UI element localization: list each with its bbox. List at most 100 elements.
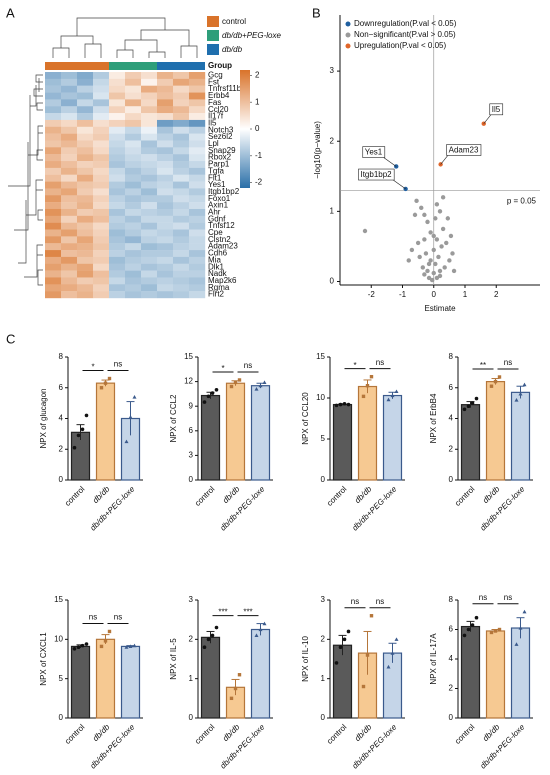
group-bar [45, 62, 109, 70]
significance-label: ns [114, 613, 122, 622]
heat-cell [141, 243, 158, 251]
point [444, 240, 449, 246]
point [422, 212, 427, 218]
heat-cell [189, 250, 206, 258]
x-tick-label: db/db [91, 722, 112, 743]
point [417, 254, 422, 260]
point [72, 445, 77, 450]
heat-cell [157, 215, 174, 223]
heat-cell [61, 140, 78, 148]
heat-cell [61, 106, 78, 114]
heat-cell [157, 78, 174, 86]
y-tick-label: 15 [316, 352, 325, 361]
row-label: Tgfa [208, 166, 225, 175]
point [518, 626, 523, 630]
heat-cell [125, 72, 142, 80]
point [107, 629, 112, 634]
x-tick-label: db/db [221, 722, 242, 743]
heat-cell [157, 222, 174, 230]
point [447, 258, 452, 263]
heat-cell [125, 243, 142, 251]
heat-cell [189, 202, 206, 210]
heat-cell [125, 202, 142, 210]
heat-cell [173, 270, 190, 278]
heat-cell [189, 256, 206, 264]
bar [382, 394, 403, 481]
x-tick-label: control [193, 484, 217, 508]
row-label: Axin1 [208, 201, 229, 210]
point [474, 615, 479, 620]
heat-cell [77, 133, 94, 141]
point [422, 272, 427, 277]
point [425, 219, 430, 225]
heat-cell [61, 174, 78, 182]
heat-cell [141, 92, 158, 100]
row-label: Cdh6 [208, 249, 228, 258]
heat-cell [141, 229, 158, 237]
heat-cell [77, 174, 94, 182]
point [214, 625, 219, 630]
x-tick-label: control [325, 484, 349, 508]
heat-cell [77, 250, 94, 258]
heat-cell [45, 161, 62, 169]
heat-cell [61, 284, 78, 292]
x-tick-label: 1 [463, 290, 468, 299]
y-tick-label: 8 [59, 352, 64, 361]
y-tick-label: 12 [184, 377, 193, 386]
heat-cell [93, 263, 110, 271]
heat-cell [109, 126, 126, 134]
colorbar-tick-label: 2 [255, 70, 260, 79]
point [124, 645, 129, 649]
heat-cell [109, 188, 126, 196]
heat-cell [61, 92, 78, 100]
x-tick-label: 2 [494, 290, 499, 299]
point [466, 404, 471, 409]
y-axis-label: NPX of glucagon [39, 388, 48, 448]
y-tick-label: 0 [330, 277, 335, 286]
heat-cell [173, 195, 190, 203]
x-tick-label: control [193, 722, 217, 746]
heat-cell [189, 229, 206, 237]
row-label: Adam23 [208, 242, 238, 251]
heat-cell [93, 208, 110, 217]
x-tick-label: db/db+PEG-loxe [478, 484, 526, 532]
heat-cell [77, 236, 94, 244]
y-tick-label: 8 [449, 595, 454, 604]
group-bar [109, 62, 157, 70]
heat-cell [45, 291, 62, 299]
heat-cell [109, 99, 126, 107]
point [132, 394, 137, 399]
point [437, 209, 443, 214]
heat-cell [61, 133, 78, 141]
y-axis-label: NPX of CCL20 [301, 392, 310, 445]
point [522, 382, 527, 387]
x-tick-label: db/db+PEG-loxe [350, 722, 398, 770]
heat-cell [61, 208, 78, 217]
y-axis-label: NPX of IL-17A [429, 633, 438, 685]
y-axis-label: −log10(p−value) [313, 121, 322, 179]
colorbar-tick-label: 0 [255, 124, 260, 133]
heat-cell [109, 106, 126, 114]
heat-cell [141, 250, 158, 258]
point [334, 661, 339, 665]
heat-cell [61, 291, 78, 299]
heat-cell [125, 85, 142, 93]
row-label: Il17f [208, 112, 224, 121]
heat-cell [77, 195, 94, 203]
y-tick-label: 0 [449, 713, 454, 722]
heat-cell [157, 154, 174, 162]
heat-cell [189, 222, 206, 230]
heat-cell [141, 284, 158, 292]
row-label: Sez6l2 [208, 132, 233, 141]
heat-cell [61, 167, 78, 175]
y-tick-label: 5 [59, 674, 64, 683]
heat-cell [61, 113, 78, 121]
point [206, 394, 211, 399]
heat-cell [141, 174, 158, 182]
bar [332, 644, 353, 719]
point-label: Adam23 [449, 145, 479, 154]
point-label: Il5 [492, 105, 501, 114]
y-tick-label: 1 [189, 674, 194, 683]
heat-cell [77, 147, 94, 155]
point [99, 644, 104, 649]
